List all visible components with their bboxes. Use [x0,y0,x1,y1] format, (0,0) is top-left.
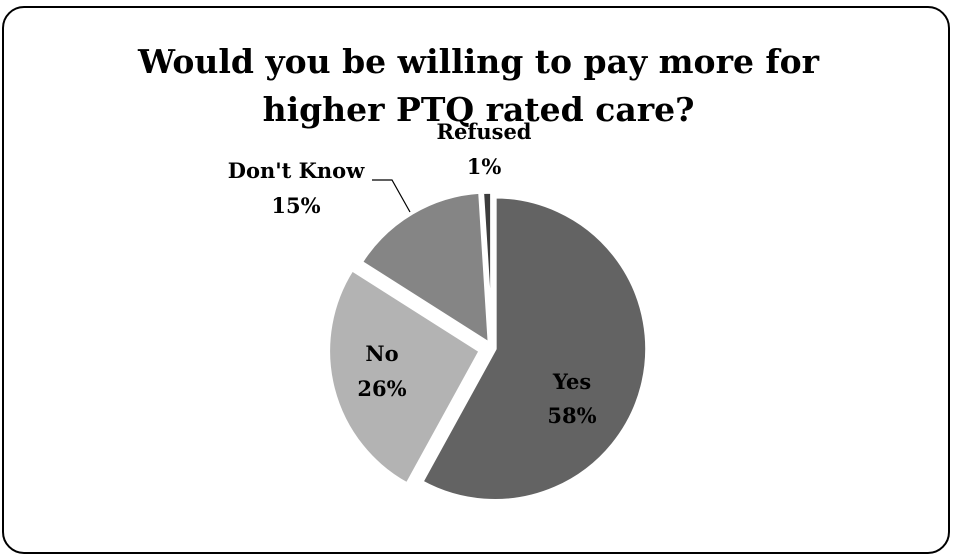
slice-pct-refused: 1% [467,154,502,179]
leader-line-don-t-know [372,179,411,213]
slice-label-don-t-know: Don't Know [228,158,365,183]
slice-pct-yes: 58% [547,403,596,428]
chart-title-line-2: higher PTQ rated care? [262,90,695,129]
pie-slice-no [326,267,483,486]
slice-pct-don-t-know: 15% [271,193,320,218]
slice-label-yes: Yes [552,369,591,394]
chart-title-line-1: Would you be willing to pay more for [137,42,820,81]
slice-pct-no: 26% [357,376,406,401]
pie-slice-don-t-know [359,190,492,346]
slice-label-refused: Refused [437,119,532,144]
slice-label-no: No [365,341,398,366]
pie-slice-yes [419,195,649,503]
pie-slice-refused [480,190,494,346]
chart-title: Would you be willing to pay more for hig… [0,38,957,134]
